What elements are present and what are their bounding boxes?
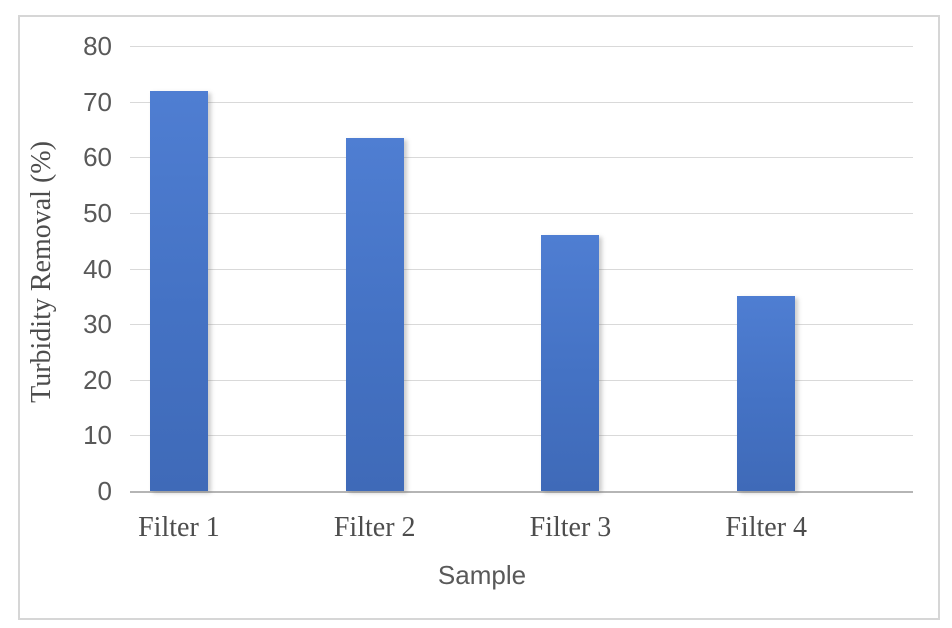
- gridline: [130, 324, 913, 326]
- gridline: [130, 268, 913, 270]
- bar-filter-1: [149, 90, 208, 491]
- y-tick-label: 20: [83, 364, 112, 395]
- y-axis-title: Turbidity Removal (%): [26, 141, 57, 403]
- x-tick-label: Filter 1: [138, 512, 220, 543]
- gridline: [130, 379, 913, 381]
- y-tick-label: 70: [83, 86, 112, 117]
- x-tick-label: Filter 2: [333, 512, 416, 543]
- y-tick-label: 50: [83, 197, 112, 228]
- gridline: [130, 435, 913, 437]
- y-tick-label: 10: [83, 420, 112, 451]
- y-tick-label: 0: [97, 476, 112, 506]
- bar-filter-2: [345, 137, 404, 491]
- bar-filter-3: [541, 235, 600, 491]
- gridline: [130, 46, 913, 47]
- bar-filter-4: [737, 296, 796, 491]
- x-tick-label: Filter 3: [529, 512, 612, 543]
- y-tick-label: 60: [83, 142, 112, 173]
- gridline: [130, 212, 913, 214]
- y-tick-label: 40: [83, 253, 112, 284]
- y-tick-label: 30: [83, 309, 112, 340]
- plot-area: [130, 46, 913, 493]
- gridline: [130, 157, 913, 159]
- y-tick-label: 80: [83, 31, 112, 61]
- x-axis-title: Sample: [437, 560, 527, 590]
- gridline: [130, 101, 913, 103]
- x-tick-label: Filter 4: [725, 512, 808, 543]
